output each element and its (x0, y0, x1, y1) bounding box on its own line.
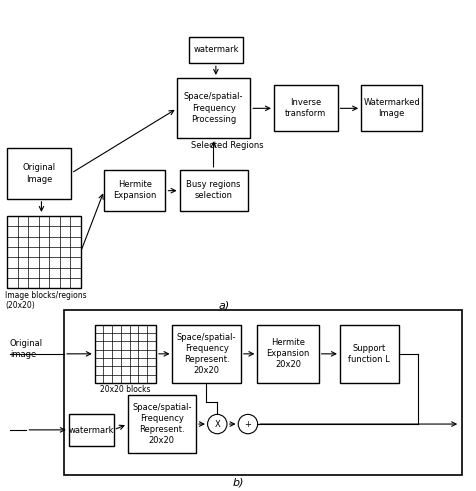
FancyBboxPatch shape (69, 414, 113, 446)
Text: Space/spatial-
Frequency
Represent.
20x20: Space/spatial- Frequency Represent. 20x2… (132, 403, 191, 445)
Text: b): b) (232, 477, 244, 487)
Text: Busy regions
selection: Busy regions selection (186, 180, 240, 200)
FancyBboxPatch shape (257, 325, 318, 383)
Text: Support
function L: Support function L (348, 344, 389, 364)
FancyBboxPatch shape (339, 325, 398, 383)
Text: 20x20 blocks: 20x20 blocks (100, 385, 150, 394)
Text: Space/spatial-
Frequency
Represent.
20x20: Space/spatial- Frequency Represent. 20x2… (177, 333, 236, 375)
Text: X: X (214, 419, 220, 429)
FancyBboxPatch shape (95, 325, 156, 383)
FancyBboxPatch shape (273, 85, 337, 131)
Text: watermark: watermark (68, 426, 114, 435)
Text: Original
image: Original image (10, 339, 43, 359)
Text: Image blocks/regions
(20x20): Image blocks/regions (20x20) (5, 291, 87, 310)
FancyBboxPatch shape (128, 395, 196, 453)
FancyBboxPatch shape (8, 216, 80, 289)
Text: watermark: watermark (193, 46, 238, 55)
Text: a): a) (218, 300, 229, 310)
Text: Inverse
transform: Inverse transform (285, 98, 326, 118)
FancyBboxPatch shape (8, 148, 71, 199)
Text: Hermite
Expansion: Hermite Expansion (113, 180, 156, 200)
FancyBboxPatch shape (188, 37, 243, 63)
Text: Watermarked
Image: Watermarked Image (363, 98, 419, 118)
FancyBboxPatch shape (64, 310, 461, 475)
FancyBboxPatch shape (104, 170, 165, 211)
Text: Space/spatial-
Frequency
Processing: Space/spatial- Frequency Processing (184, 92, 243, 124)
Text: Hermite
Expansion
20x20: Hermite Expansion 20x20 (266, 338, 309, 369)
FancyBboxPatch shape (172, 325, 240, 383)
FancyBboxPatch shape (179, 170, 248, 211)
Text: Selected Regions: Selected Regions (191, 141, 263, 150)
Text: +: + (244, 419, 251, 429)
Text: Original
Image: Original Image (23, 164, 56, 184)
FancyBboxPatch shape (360, 85, 421, 131)
FancyBboxPatch shape (177, 78, 250, 138)
